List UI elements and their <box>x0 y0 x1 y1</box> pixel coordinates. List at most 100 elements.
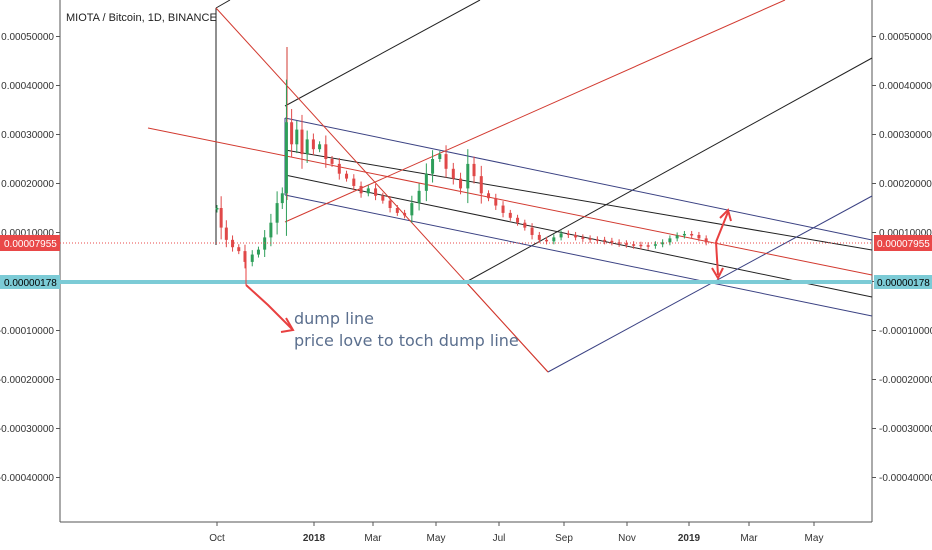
candle-body <box>269 222 273 238</box>
current-price-tag-right-bg <box>874 235 932 251</box>
right-tick-label: 0.00030000 <box>879 130 932 141</box>
right-tick-label: -0.00010000 <box>879 326 932 337</box>
candle-body <box>263 237 267 250</box>
left-tick-label: 0.00040000 <box>1 81 54 92</box>
candle-body <box>330 159 334 164</box>
current-price-tag-left: 0.00007955 <box>4 239 57 250</box>
candle-body <box>588 238 592 240</box>
left-price-axis[interactable]: 0.00050000 0.00040000 0.00030000 0.00020000… <box>0 32 60 484</box>
annotation-arrows <box>245 208 732 333</box>
candle-body <box>438 154 442 159</box>
annotation-line-2: price love to toch dump line <box>294 331 519 350</box>
down-arrow <box>715 241 719 276</box>
dump-price-tag-right: 0.00000178 <box>877 278 930 289</box>
candle-body <box>479 176 483 194</box>
candle-body <box>559 233 563 238</box>
red-short-line[interactable] <box>465 281 549 373</box>
current-price-tag-right: 0.00007955 <box>877 239 930 250</box>
x-tick-label: Oct <box>209 533 225 544</box>
left-tick-label: 0.00030000 <box>1 130 54 141</box>
x-tick-label: May <box>427 533 446 544</box>
candle-body <box>280 193 284 204</box>
candle-body <box>395 208 399 213</box>
black-channel-lower[interactable] <box>284 174 873 298</box>
right-tick-label: -0.00020000 <box>879 375 932 386</box>
up-arrow-head <box>719 208 732 222</box>
dump-arrow-head <box>280 317 295 333</box>
black-channel-upper[interactable] <box>284 149 873 251</box>
candle-body <box>459 178 463 189</box>
candle-body <box>603 239 607 242</box>
candle-body <box>494 198 498 206</box>
candle-body <box>256 249 260 255</box>
x-tick-label: Mar <box>740 533 758 544</box>
candle-body <box>318 144 322 150</box>
candle-body <box>624 243 628 245</box>
left-tick-label: -0.00010000 <box>0 326 54 337</box>
candle-body <box>381 195 385 201</box>
black-upper-ray[interactable] <box>284 0 481 107</box>
candle-body <box>508 212 512 218</box>
x-tick-label: Sep <box>555 533 573 544</box>
candle-body <box>305 139 309 155</box>
left-tick-label: 0.00020000 <box>1 179 54 190</box>
candle-body <box>345 173 349 179</box>
x-tick-label: Mar <box>364 533 382 544</box>
dump-price-tag-right-bg <box>874 275 932 289</box>
candle-body <box>530 227 534 235</box>
candle-body <box>617 242 621 244</box>
candle-body <box>431 159 435 174</box>
x-tick-label: Jul <box>493 533 506 544</box>
candle-body <box>219 208 223 228</box>
black-median-ray[interactable] <box>465 57 873 283</box>
candle-body <box>595 239 599 241</box>
candle-body <box>324 144 328 159</box>
x-tick-label: 2019 <box>678 533 701 544</box>
dump-line-annotation[interactable]: dump line price love to toch dump line <box>294 309 519 350</box>
candle-body <box>410 203 414 216</box>
candle-body <box>352 178 356 186</box>
candle-body <box>337 163 341 174</box>
left-tick-label: 0.00010000 <box>1 228 54 239</box>
x-tick-label: May <box>805 533 824 544</box>
down-arrow-head <box>711 267 724 281</box>
candle-body <box>552 237 556 242</box>
candle-body <box>545 239 549 242</box>
candle-body <box>311 139 315 150</box>
right-tick-label: 0.00050000 <box>879 32 932 43</box>
candle-body <box>639 244 643 247</box>
dump-arrow <box>245 284 293 330</box>
candle-body <box>290 122 294 145</box>
candle-body <box>295 129 299 145</box>
candle-body <box>690 233 694 236</box>
right-price-axis[interactable]: 0.00050000 0.00040000 0.00030000 0.00020000… <box>872 32 932 484</box>
candle-body <box>653 244 657 246</box>
candle-body <box>675 235 679 239</box>
right-tick-label: -0.00040000 <box>879 473 932 484</box>
candle-body <box>472 163 476 177</box>
candle-body <box>610 240 614 243</box>
red-upper-ray[interactable] <box>284 0 786 223</box>
navy-channel-upper[interactable] <box>284 117 873 241</box>
dump-price-tag-left: 0.00000178 <box>4 278 57 289</box>
pitchfork-top[interactable] <box>215 0 231 9</box>
navy-channel-lower[interactable] <box>284 194 873 317</box>
candle-body <box>215 208 219 210</box>
red-median-line[interactable] <box>147 127 873 276</box>
candle-body <box>451 168 455 179</box>
candle-body <box>444 154 448 169</box>
candle-body <box>487 193 491 199</box>
candle-body <box>646 245 650 247</box>
candle-body <box>697 234 701 239</box>
candle-body <box>243 251 247 262</box>
candle-body <box>250 254 254 262</box>
candle-body <box>523 222 527 228</box>
candle-body <box>516 217 520 223</box>
trendline-drawings[interactable] <box>60 0 873 373</box>
time-axis[interactable]: Oct 2018 Mar May Jul Sep Nov 2019 Mar May <box>209 522 823 544</box>
left-tick-label: -0.00020000 <box>0 375 54 386</box>
dump-price-tag-left-bg <box>0 275 60 289</box>
candle-body <box>682 233 686 236</box>
